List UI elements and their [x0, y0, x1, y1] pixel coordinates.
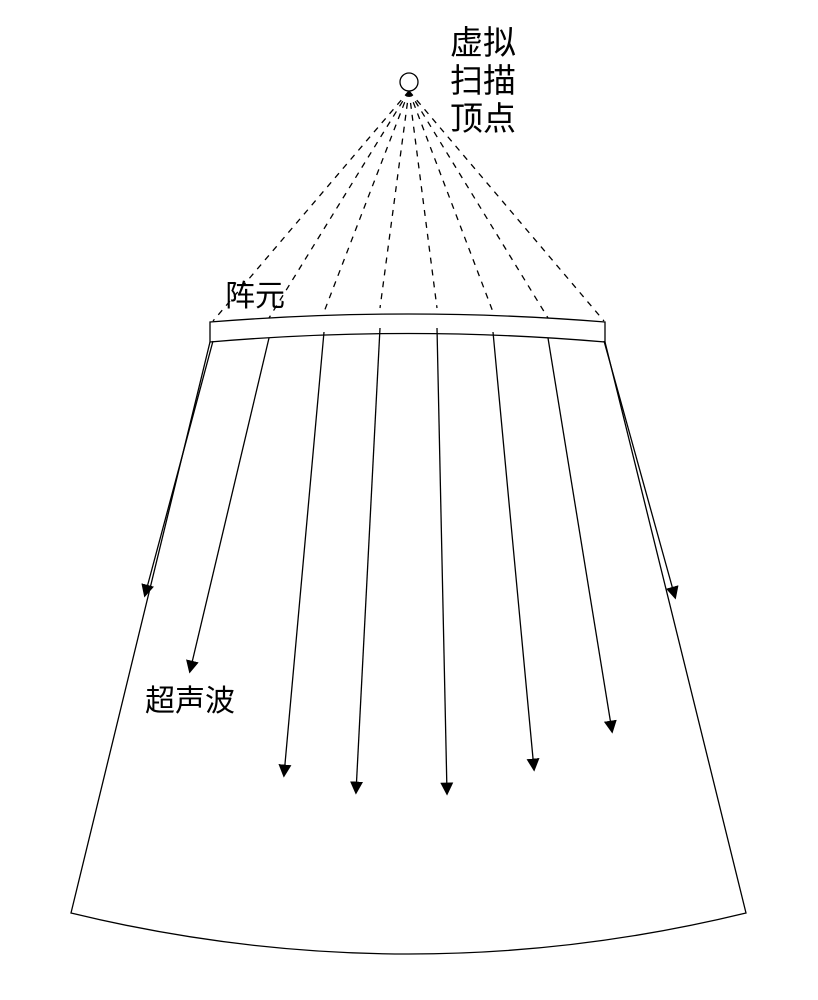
array-element-label: 阵元 — [225, 280, 285, 315]
ultrasound-label: 超声波 — [145, 685, 235, 720]
ultrasound-arrow — [284, 332, 324, 775]
ultrasound-arrow — [356, 328, 380, 792]
array-element-band — [210, 314, 605, 342]
vertex-label: 虚拟扫描顶点 — [450, 26, 516, 140]
ultrasound-arrow — [548, 338, 612, 731]
ultrasound-arrow — [437, 328, 447, 793]
diagram-canvas — [0, 0, 818, 1000]
virtual-vertex-point — [400, 73, 418, 91]
dashed-ray — [269, 91, 409, 318]
ultrasound-arrow — [493, 332, 534, 769]
ultrasound-arrows-group — [145, 328, 675, 793]
ultrasound-arrow — [145, 341, 213, 595]
ultrasound-arrow — [604, 341, 675, 597]
ultrasound-arrow — [190, 338, 269, 671]
dashed-ray — [324, 91, 409, 312]
dashed-ray — [409, 91, 437, 308]
dashed-ray — [380, 91, 409, 308]
fan-outline — [71, 342, 746, 954]
